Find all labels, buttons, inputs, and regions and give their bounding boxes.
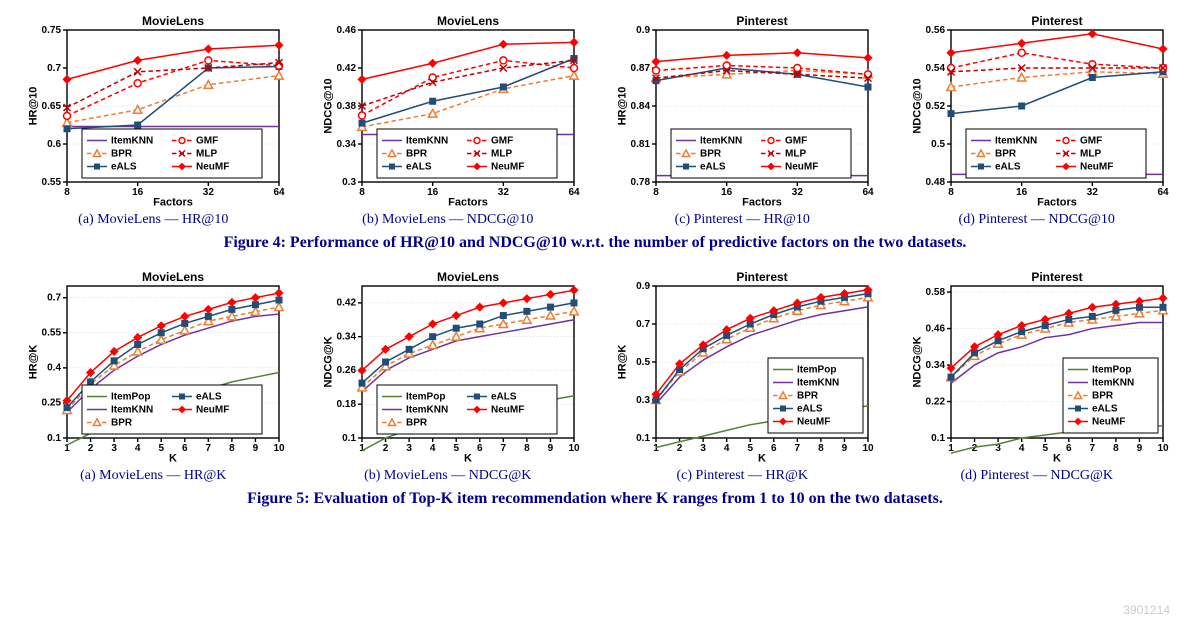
panel-4b: (b) MovieLens — NDCG@10	[305, 10, 592, 228]
chart-5b	[312, 266, 584, 466]
panel-5b: (b) MovieLens — NDCG@K	[305, 266, 592, 484]
panel-5d: (d) Pinterest — NDCG@K	[894, 266, 1181, 484]
subcaption-4c: (c) Pinterest — HR@10	[675, 212, 810, 228]
chart-4b	[312, 10, 584, 210]
figure-5-caption: Figure 5: Evaluation of Top-K item recom…	[10, 490, 1180, 508]
subcaption-5c: (c) Pinterest — HR@K	[677, 468, 808, 484]
chart-5d	[901, 266, 1173, 466]
panel-5a: (a) MovieLens — HR@K	[10, 266, 297, 484]
subcaption-5d: (d) Pinterest — NDCG@K	[961, 468, 1114, 484]
fig5-label: Figure 5:	[247, 490, 309, 507]
figure-5-grid: (a) MovieLens — HR@K (b) MovieLens — NDC…	[10, 266, 1180, 484]
panel-5c: (c) Pinterest — HR@K	[599, 266, 886, 484]
fig5-text: Evaluation of Top-K item recommendation …	[314, 490, 943, 507]
panel-4d: (d) Pinterest — NDCG@10	[894, 10, 1181, 228]
watermark: 3901214	[1123, 603, 1170, 617]
chart-5a	[17, 266, 289, 466]
figure-4-grid: (a) MovieLens — HR@10 (b) MovieLens — ND…	[10, 10, 1180, 228]
chart-4c	[606, 10, 878, 210]
subcaption-5b: (b) MovieLens — NDCG@K	[364, 468, 531, 484]
figure-4-caption: Figure 4: Performance of HR@10 and NDCG@…	[10, 234, 1180, 252]
panel-4a: (a) MovieLens — HR@10	[10, 10, 297, 228]
fig4-text: Performance of HR@10 and NDCG@10 w.r.t. …	[290, 234, 967, 251]
chart-4a	[17, 10, 289, 210]
subcaption-4d: (d) Pinterest — NDCG@10	[959, 212, 1115, 228]
subcaption-4a: (a) MovieLens — HR@10	[78, 212, 228, 228]
fig4-label: Figure 4:	[224, 234, 286, 251]
chart-4d	[901, 10, 1173, 210]
subcaption-5a: (a) MovieLens — HR@K	[80, 468, 226, 484]
chart-5c	[606, 266, 878, 466]
subcaption-4b: (b) MovieLens — NDCG@10	[362, 212, 533, 228]
panel-4c: (c) Pinterest — HR@10	[599, 10, 886, 228]
